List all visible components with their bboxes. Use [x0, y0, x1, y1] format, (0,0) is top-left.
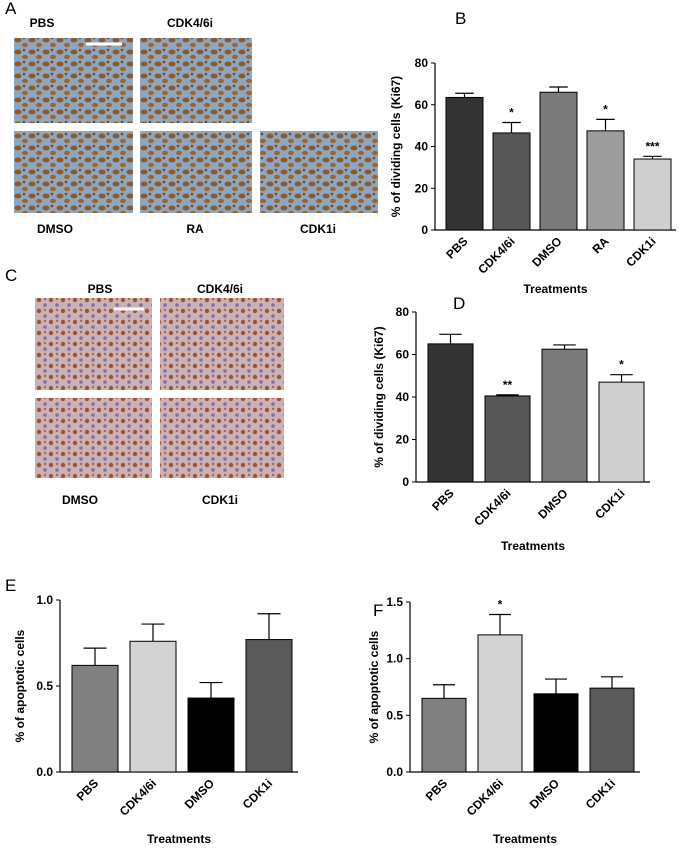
y-tick-label: 0	[421, 223, 428, 237]
bar	[129, 640, 177, 773]
significance-label: *	[498, 597, 503, 611]
micrograph-label: RA	[186, 222, 204, 236]
x-tick-label: CDK4/6i	[117, 776, 159, 818]
micrograph	[35, 398, 152, 478]
x-tick-label: DMSO	[535, 486, 570, 521]
bar	[421, 697, 467, 773]
y-tick-label: 80	[415, 56, 429, 70]
micrograph	[140, 38, 252, 123]
x-tick-label: PBS	[443, 234, 470, 261]
micrographs	[14, 38, 378, 478]
y-tick-label: 0.0	[386, 765, 403, 779]
micrograph	[140, 131, 252, 213]
bar	[427, 343, 474, 483]
significance-label: *	[509, 105, 514, 119]
x-tick-label: DMSO	[527, 776, 562, 811]
bar	[245, 639, 293, 773]
x-tick-label: CDK4/6i	[464, 776, 506, 818]
micrograph-label: CDK4/6i	[167, 16, 213, 30]
micrograph-label: DMSO	[37, 222, 73, 236]
x-tick-label: CDK4/6i	[475, 234, 517, 276]
bar	[71, 664, 119, 773]
bar	[633, 158, 672, 231]
x-tick-label: RA	[589, 234, 611, 256]
micrograph-label: CDK1i	[300, 222, 336, 236]
micrograph	[14, 38, 133, 123]
bar	[589, 687, 635, 773]
micrograph	[35, 298, 152, 390]
significance-label: ***	[645, 139, 659, 153]
micrograph	[260, 131, 378, 213]
bar-chart: 0.0 0.5 1.0 PBS CDK4/6i DMSO CDK1i % of apoptot…	[13, 593, 298, 846]
y-tick-label: 80	[396, 305, 410, 319]
y-axis-label: % of apoptotic cells	[367, 630, 381, 743]
y-tick-label: 0.0	[36, 765, 53, 779]
bar	[187, 697, 235, 773]
y-tick-label: 40	[415, 140, 429, 154]
micrograph-label: PBS	[30, 16, 55, 30]
micrograph	[14, 131, 133, 213]
y-tick-label: 1.5	[386, 595, 403, 609]
panel-letter: A	[5, 0, 17, 18]
panel-letter: B	[455, 9, 466, 28]
micrograph	[160, 298, 284, 390]
bar	[492, 132, 531, 231]
y-tick-label: 1.0	[386, 652, 403, 666]
panel-letter: C	[5, 266, 17, 285]
x-tick-label: DMSO	[529, 234, 564, 269]
bar	[541, 348, 588, 483]
x-tick-label: PBS	[429, 486, 456, 513]
bar-chart: 0 20 40 60 80 PBS ** CDK4/6i DMSO * CDK1i % of divi…	[372, 305, 650, 553]
x-tick-label: CDK1i	[592, 486, 627, 521]
y-tick-label: 0.5	[36, 679, 53, 693]
y-tick-label: 1.0	[36, 593, 53, 607]
micrograph-label: DMSO	[62, 493, 98, 507]
micrograph-label: CDK1i	[202, 493, 238, 507]
x-tick-label: PBS	[74, 776, 101, 803]
y-tick-label: 20	[415, 181, 429, 195]
x-tick-label: CDK1i	[583, 776, 618, 811]
y-tick-label: 0	[402, 475, 409, 489]
x-tick-label: CDK1i	[623, 234, 658, 269]
y-tick-label: 0.5	[386, 708, 403, 722]
x-tick-label: PBS	[423, 776, 450, 803]
x-axis-label: Treatments	[493, 832, 557, 846]
x-tick-label: DMSO	[182, 776, 217, 811]
significance-label: *	[603, 102, 608, 116]
y-axis-label: % of dividing cells (Ki67)	[372, 326, 386, 467]
bar	[533, 693, 579, 773]
bar	[586, 130, 625, 231]
x-axis-label: Treatments	[147, 832, 211, 846]
bar-chart: 0.0 0.5 1.0 1.5 PBS * CDK4/6i DMSO CDK1i % of apo…	[367, 595, 640, 846]
bar-chart: 0 20 40 60 80 PBS * CDK4/6i DMSO * RA *** CDK1i % of …	[389, 56, 676, 296]
y-tick-label: 20	[396, 433, 410, 447]
x-axis-label: Treatments	[501, 539, 565, 553]
bar	[477, 634, 523, 773]
x-tick-label: CDK1i	[240, 776, 275, 811]
panel-letter: E	[5, 576, 16, 595]
y-tick-label: 60	[415, 98, 429, 112]
micrograph	[160, 398, 284, 478]
significance-label: *	[619, 358, 624, 372]
y-axis-label: % of apoptotic cells	[13, 629, 27, 742]
x-axis-label: Treatments	[523, 282, 587, 296]
y-axis-label: % of dividing cells (Ki67)	[389, 76, 403, 217]
bar	[539, 91, 578, 231]
x-tick-label: CDK4/6i	[471, 486, 513, 528]
panel-letter: F	[373, 601, 383, 620]
y-tick-label: 40	[396, 390, 410, 404]
bar	[445, 96, 484, 231]
panel-letter: D	[453, 294, 465, 313]
significance-label: **	[503, 378, 513, 392]
bar	[598, 381, 645, 483]
y-tick-label: 60	[396, 348, 410, 362]
micrograph-label: CDK4/6i	[197, 282, 243, 296]
micrograph-label: PBS	[88, 282, 113, 296]
bar	[484, 395, 531, 483]
